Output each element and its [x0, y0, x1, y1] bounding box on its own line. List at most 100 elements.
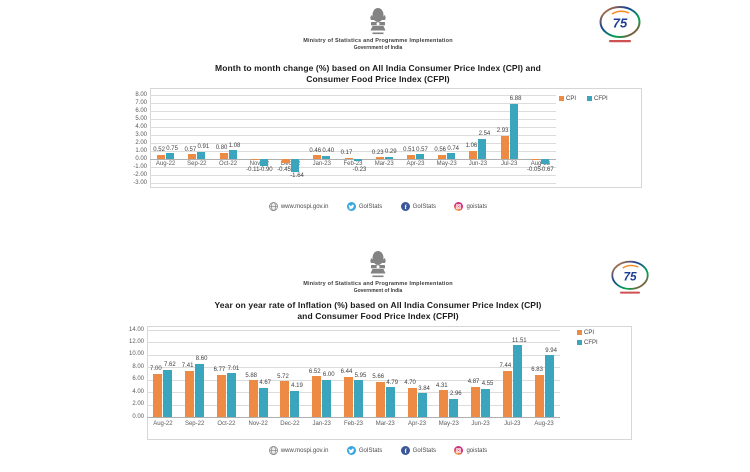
- gridline: [150, 167, 556, 168]
- bar-cfpi: [481, 388, 491, 417]
- bar-value-label: 0.57: [184, 146, 197, 153]
- facebook-handle: GoIStats: [412, 203, 437, 210]
- yoy-inflation-bar-chart: 0.00 2.00 4.00 6.00 8.00 10.00 12.00 14.00 Aug-2…: [0, 236, 750, 472]
- bar-cpi: [248, 380, 258, 417]
- bar-cpi: [502, 370, 512, 417]
- bar-value-label: 6.00: [322, 372, 335, 379]
- bar-cfpi: [417, 393, 427, 417]
- bar-value-label: 0.74: [447, 145, 460, 152]
- legend-label-cfpi: CFPI: [584, 339, 598, 346]
- x-category-label: Jan-23: [312, 421, 331, 427]
- y-axis-tick-label: 14.00: [128, 326, 144, 333]
- logo-red-caption: [620, 291, 640, 294]
- bar-value-label: 6.52: [308, 368, 321, 375]
- bar-cpi: [282, 159, 291, 163]
- bar-cpi: [439, 390, 449, 417]
- legend-swatch-cpi: [559, 96, 564, 101]
- gridline: [150, 111, 556, 112]
- ministry-name: Ministry of Statistics and Programme Imp…: [303, 38, 453, 44]
- gov-header: Ministry of Statistics and Programme Imp…: [0, 7, 750, 51]
- y-axis-tick-label: -1.00: [133, 163, 147, 170]
- bar-value-label: 0.51: [403, 147, 415, 154]
- bar-cpi: [313, 155, 322, 159]
- bar-cfpi: [509, 103, 518, 159]
- bar-cpi: [280, 381, 290, 417]
- bar-value-label: 8.60: [195, 356, 208, 363]
- bar-cfpi: [540, 159, 549, 165]
- ministry-name: Ministry of Statistics and Programme Imp…: [303, 281, 453, 287]
- bar-value-label: 0.17: [340, 150, 353, 157]
- gridline: [150, 159, 556, 160]
- website-url: www.mospi.gov.in: [280, 203, 329, 210]
- x-category-label: Aug-23: [534, 421, 554, 427]
- bar-value-label: 2.54: [478, 131, 491, 138]
- yoy-chart-title: Year on year rate of Inflation (%) based…: [0, 300, 750, 322]
- y-axis-tick-label: 2.00: [132, 401, 144, 408]
- gridline: [147, 367, 560, 369]
- facebook-item: f GoIStats: [400, 446, 436, 456]
- x-category-label: Feb-23: [343, 421, 363, 427]
- y-axis-tick-label: 8.00: [135, 91, 147, 98]
- bar-value-label: 0.56: [434, 147, 447, 154]
- bar-cpi: [188, 154, 197, 159]
- india-national-emblem-icon: [370, 251, 386, 278]
- y-axis-tick-label: 10.00: [128, 351, 144, 358]
- bar-value-label: 4.79: [386, 379, 399, 386]
- y-axis-tick-label: -3.00: [133, 179, 147, 186]
- bar-value-label: 4.70: [404, 380, 416, 387]
- svg-text:f: f: [404, 448, 407, 455]
- bar-cfpi: [259, 159, 268, 167]
- bar-cfpi: [163, 369, 173, 417]
- bar-value-label: 11.51: [512, 337, 527, 344]
- bar-cfpi: [478, 138, 487, 159]
- x-category-label: Apr-23: [406, 161, 425, 167]
- bar-value-label: 4.67: [259, 380, 272, 387]
- twitter-handle: GoIStats: [358, 203, 383, 210]
- bar-value-label: 4.87: [467, 379, 480, 386]
- bar-cpi: [344, 157, 353, 159]
- x-category-label: Jun-23: [468, 161, 488, 167]
- bar-cfpi: [353, 159, 362, 161]
- bar-cfpi: [197, 151, 206, 159]
- bar-value-label: 3.84: [418, 385, 430, 392]
- logo-75-text: 75: [623, 269, 637, 283]
- mom-change-bar-chart: -3.00 -2.00 -1.00 0.00 1.00 2.00 3.00 4.00 5.00 6…: [133, 88, 642, 188]
- bar-value-label: 4.19: [291, 383, 303, 390]
- bar-value-label: 2.96: [449, 391, 462, 398]
- government-of-india-label: Government of India: [353, 288, 403, 294]
- y-axis-tick-label: 6.00: [132, 376, 144, 383]
- bar-value-label: 1.08: [228, 142, 241, 149]
- x-category-label: Apr-23: [408, 421, 427, 427]
- yoy-infographic-slide: Ministry of Statistics and Programme Imp…: [0, 236, 750, 472]
- bar-value-label: 7.44: [499, 363, 512, 370]
- bar-cfpi: [415, 154, 424, 159]
- bar-cpi: [534, 374, 544, 417]
- gridline: [150, 143, 556, 144]
- bar-value-label: -0.05: [527, 167, 541, 173]
- x-category-label: Dec-22: [280, 421, 300, 427]
- chart-frame: [147, 326, 632, 440]
- bar-value-label: 0.80: [215, 145, 228, 152]
- y-axis-tick-label: 6.00: [135, 107, 147, 114]
- facebook-item: f GoIStats: [400, 202, 437, 212]
- bar-cfpi: [228, 150, 237, 159]
- bar-value-label: 6.77: [213, 367, 226, 374]
- x-category-label: May-23: [438, 421, 459, 427]
- bar-value-label: 2.93: [496, 128, 509, 135]
- bar-cpi: [157, 154, 166, 159]
- bar-cpi: [185, 370, 195, 417]
- gridline: [150, 119, 556, 120]
- y-axis-tick-label: 12.00: [128, 338, 144, 345]
- bar-value-label: 0.29: [384, 149, 397, 156]
- bar-value-label: 5.66: [372, 374, 385, 381]
- bar-cfpi: [384, 156, 393, 159]
- bar-cpi: [531, 159, 540, 160]
- x-category-label: Nov-22: [248, 421, 268, 427]
- bar-value-label: 9.94: [545, 347, 557, 354]
- bar-value-label: 6.83: [531, 367, 543, 374]
- mom-chart-title-line1: Month to month change (%) based on All I…: [215, 63, 541, 73]
- twitter-handle: GoIStats: [358, 447, 383, 454]
- bar-value-label: -1.64: [290, 173, 304, 180]
- instagram-item: goistats: [454, 202, 487, 212]
- bar-value-label: 4.31: [435, 382, 448, 389]
